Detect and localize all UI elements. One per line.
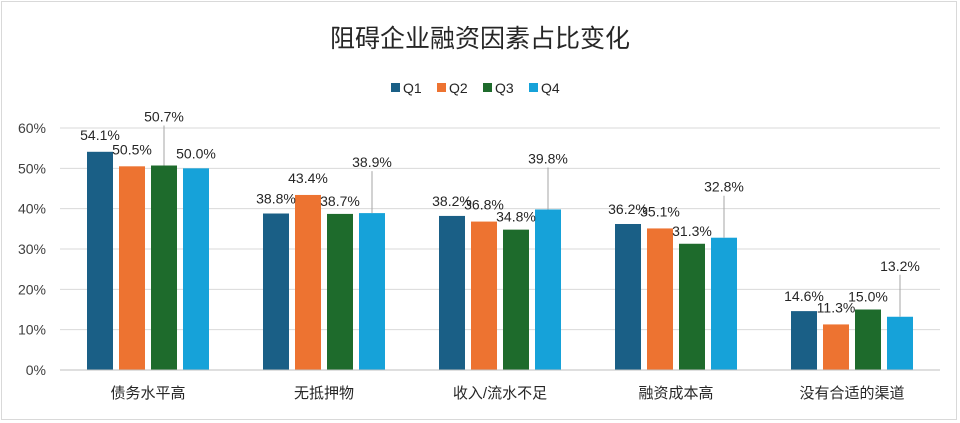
data-label: 32.8%	[704, 179, 744, 195]
legend: Q1 Q2 Q3 Q4	[391, 80, 560, 96]
bar	[711, 237, 737, 370]
data-label: 38.2%	[432, 193, 472, 209]
leader-lines	[163, 125, 901, 317]
legend-label: Q1	[403, 80, 422, 96]
data-label: 50.5%	[112, 141, 152, 157]
legend-label: Q3	[495, 80, 514, 96]
data-label: 43.4%	[288, 170, 328, 186]
bar	[327, 213, 353, 370]
data-label: 38.9%	[352, 154, 392, 170]
bars	[87, 151, 913, 370]
data-labels: 54.1%50.5% 50.7% 50.0% 38.8% 43.4% 38.7% 38.9%…	[80, 109, 920, 316]
data-label: 36.2%	[608, 201, 648, 217]
y-tick-label: 40%	[18, 201, 46, 217]
bar	[855, 309, 881, 370]
x-axis: 债务水平高 无抵押物 收入/流水不足 融资成本高 没有合适的渠道	[60, 369, 940, 402]
legend-swatch	[437, 83, 446, 92]
y-tick-label: 30%	[18, 241, 46, 257]
bar	[87, 151, 113, 370]
bar	[615, 223, 641, 370]
legend-label: Q2	[449, 80, 468, 96]
bar	[503, 229, 529, 370]
y-tick-label: 20%	[18, 281, 46, 297]
bar	[263, 213, 289, 370]
bar	[679, 243, 705, 370]
data-label: 50.7%	[144, 109, 184, 125]
bar	[887, 316, 913, 370]
data-label: 15.0%	[848, 289, 888, 305]
bar	[295, 194, 321, 370]
y-tick-label: 0%	[26, 362, 46, 378]
x-tick-label: 无抵押物	[294, 385, 354, 402]
bar	[791, 311, 817, 370]
y-axis: 0% 10% 20% 30% 40% 50% 60%	[18, 120, 46, 378]
bar	[183, 168, 209, 370]
legend-swatch	[391, 83, 400, 92]
data-label: 13.2%	[880, 258, 920, 274]
bar	[359, 213, 385, 370]
data-label: 54.1%	[80, 127, 120, 143]
y-tick-label: 50%	[18, 160, 46, 176]
data-label: 39.8%	[528, 150, 568, 166]
bar	[471, 221, 497, 370]
legend-label: Q4	[541, 80, 560, 96]
bar	[119, 166, 145, 370]
data-label: 50.0%	[176, 145, 216, 161]
x-tick-label: 债务水平高	[110, 385, 185, 402]
data-label: 14.6%	[784, 288, 824, 304]
x-tick-label: 融资成本高	[638, 385, 713, 402]
data-label: 36.8%	[464, 197, 504, 213]
x-tick-label: 收入/流水不足	[453, 385, 547, 402]
bar	[151, 165, 177, 370]
data-label: 38.8%	[256, 191, 296, 207]
bar	[535, 209, 561, 370]
data-label: 35.1%	[640, 203, 680, 219]
data-label: 34.8%	[496, 209, 536, 225]
legend-swatch	[483, 83, 492, 92]
y-tick-label: 60%	[18, 120, 46, 136]
data-label: 38.7%	[320, 193, 360, 209]
data-label: 11.3%	[817, 299, 856, 315]
bar	[823, 324, 849, 370]
data-label: 31.3%	[672, 223, 712, 239]
legend-swatch	[529, 83, 538, 92]
bar	[647, 228, 673, 370]
y-tick-label: 10%	[18, 322, 46, 338]
chart-title: 阻碍企业融资因素占比变化	[330, 25, 630, 53]
x-tick-label: 没有合适的渠道	[799, 385, 904, 402]
bar	[439, 215, 465, 370]
